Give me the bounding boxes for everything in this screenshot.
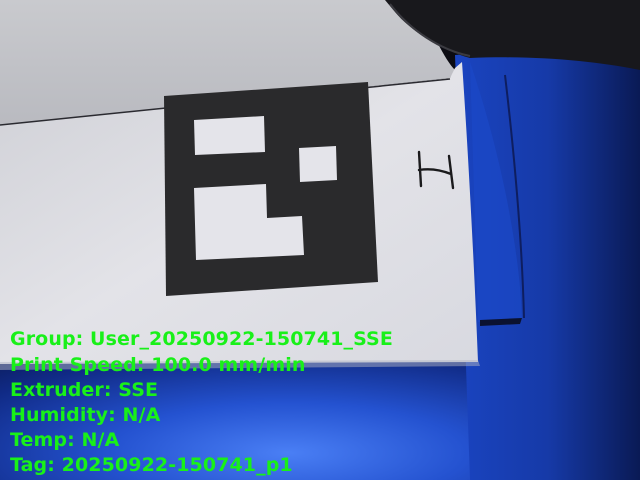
overlay-extruder: Extruder: SSE <box>10 379 159 401</box>
overlay-group: Group: User_20250922-150741_SSE <box>10 328 393 350</box>
overlay-humidity: Humidity: N/A <box>10 404 161 426</box>
overlay-temp: Temp: N/A <box>10 429 120 451</box>
blue-tape-right <box>455 40 640 480</box>
aruco-marker-icon <box>164 82 378 296</box>
overlay-tag: Tag: 20250922-150741_p1 <box>10 454 293 476</box>
handwritten-h-mark <box>417 150 455 190</box>
paper-upper <box>0 0 455 125</box>
overlay-print-speed: Print Speed: 100.0 mm/min <box>10 354 306 376</box>
dark-object <box>385 0 640 70</box>
